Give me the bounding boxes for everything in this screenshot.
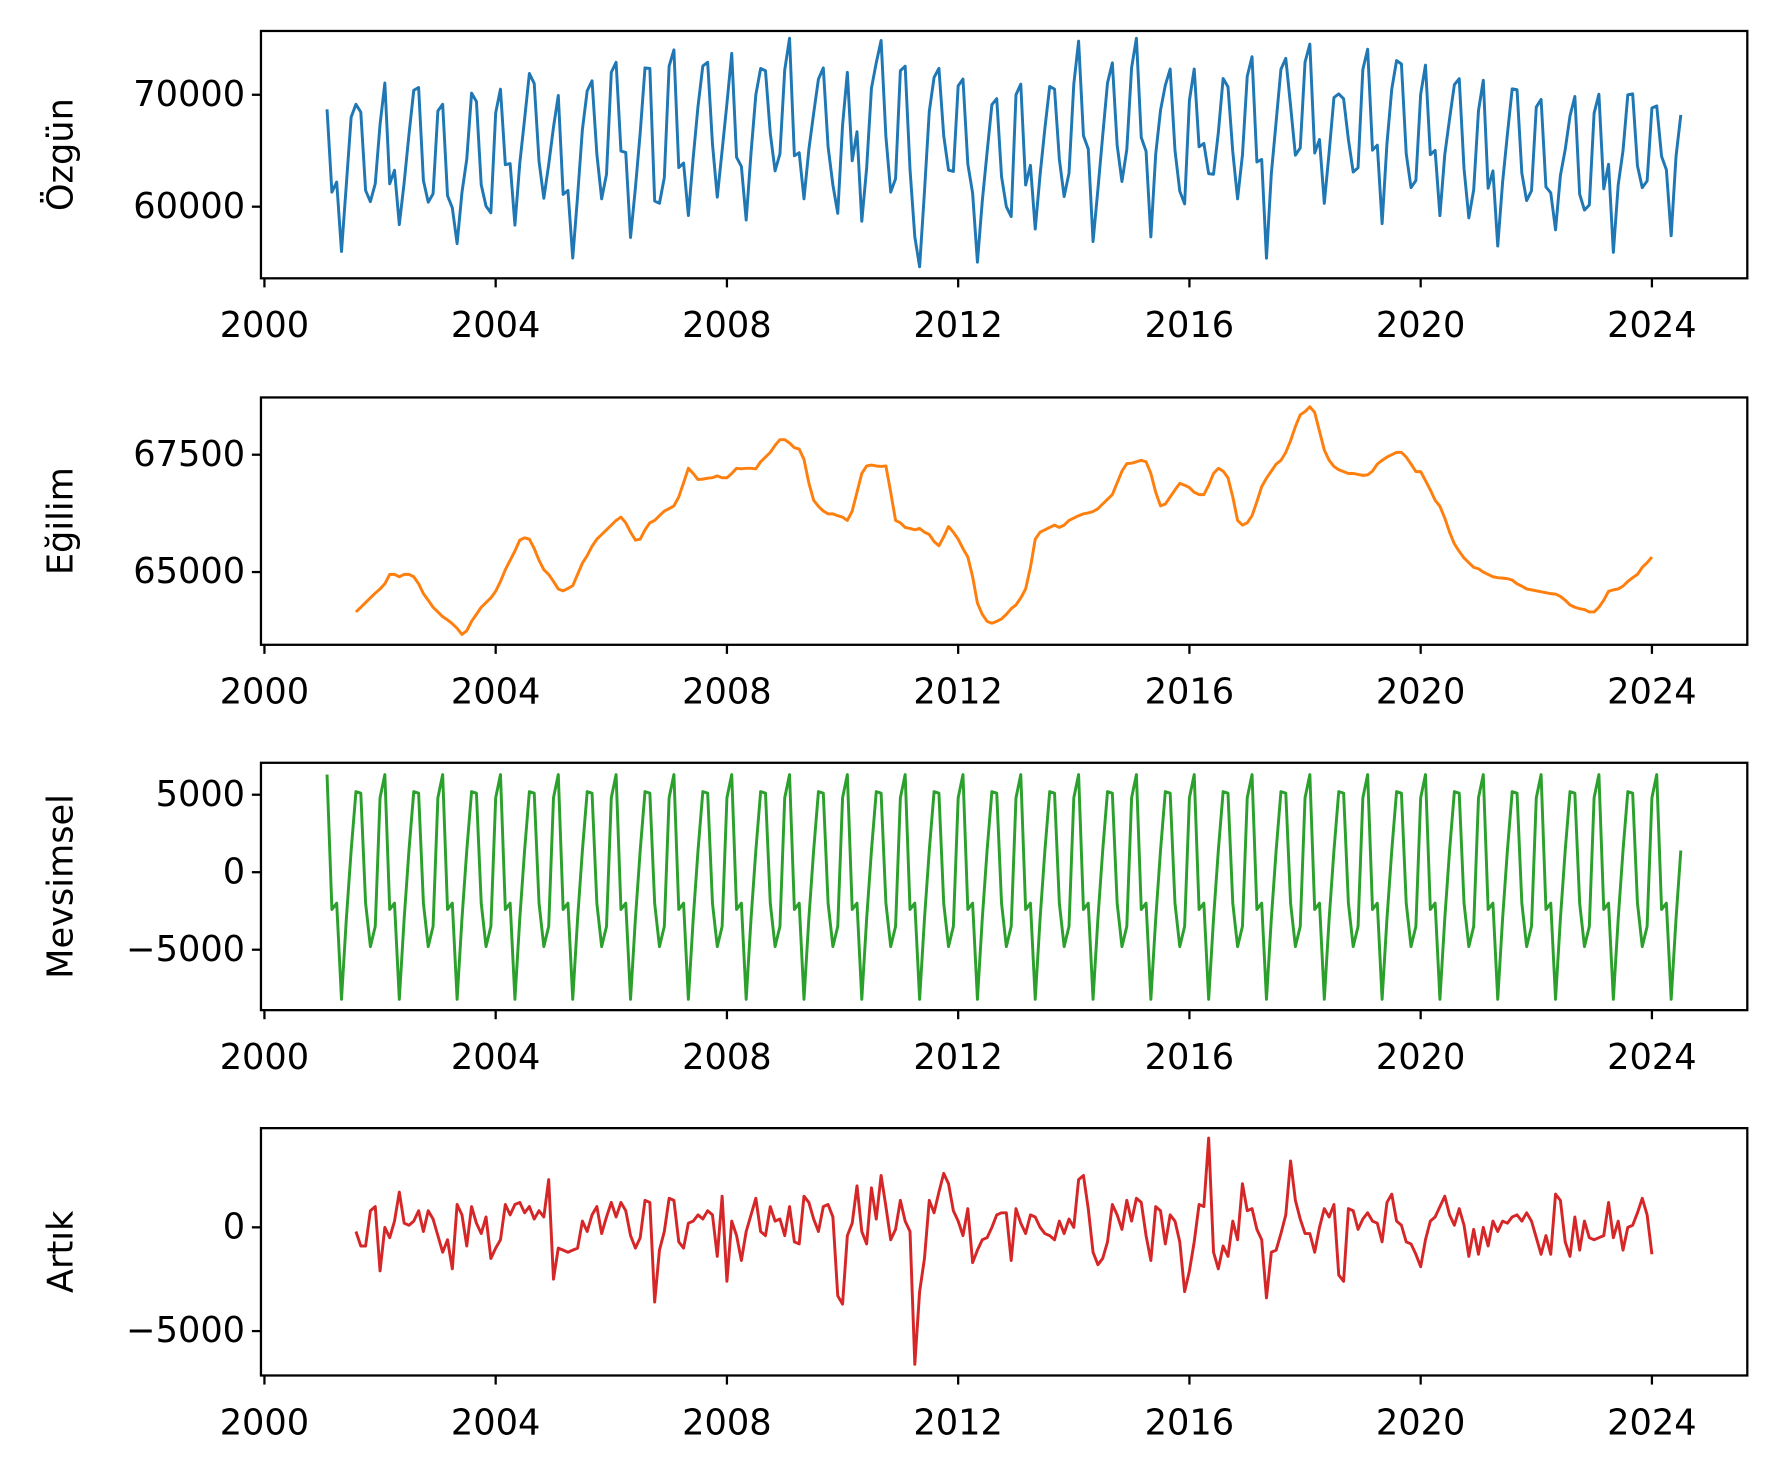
- x-tick-label: 2012: [913, 1402, 1002, 1443]
- x-tick-label: 2004: [451, 672, 540, 713]
- plot-area: [354, 405, 1654, 636]
- x-tick-label: 2016: [1145, 1402, 1234, 1443]
- x-tick-label: 2000: [220, 1037, 309, 1078]
- x-tick-label: 2008: [682, 1402, 771, 1443]
- x-tick-label: 2016: [1145, 305, 1234, 346]
- y-tick-label: 70000: [133, 74, 245, 115]
- x-tick-label: 2020: [1376, 305, 1465, 346]
- x-tick-label: 2012: [913, 1037, 1002, 1078]
- y-tick-label: 0: [223, 851, 245, 892]
- x-tick-label: 2024: [1607, 1037, 1696, 1078]
- subplot: 2000 2004 2008 2012 2016 2020 2024 −5000 0 5000 Me…: [40, 761, 1749, 1078]
- axes-frame: [259, 1127, 1749, 1377]
- x-tick-label: 2012: [913, 672, 1002, 713]
- subplot: 2000 2004 2008 2012 2016 2020 2024 −5000 0 Artık: [40, 1127, 1749, 1443]
- x-tick-label: 2008: [682, 305, 771, 346]
- plot-area: [325, 36, 1683, 269]
- x-tick-label: 2020: [1376, 1402, 1465, 1443]
- x-tick-label: 2016: [1145, 672, 1234, 713]
- axes-frame: [259, 29, 1749, 280]
- x-tick-label: 2016: [1145, 1037, 1234, 1078]
- x-tick-label: 2024: [1607, 1402, 1696, 1443]
- x-tick-label: 2004: [451, 1402, 540, 1443]
- subplot: 2000 2004 2008 2012 2016 2020 2024 65000 67500 Eğ…: [40, 396, 1749, 713]
- x-tick-label: 2024: [1607, 305, 1696, 346]
- series-line: [354, 405, 1654, 636]
- x-tick-label: 2000: [220, 672, 309, 713]
- series-line: [325, 773, 1683, 1001]
- y-tick-label: 0: [223, 1206, 245, 1247]
- y-axis-label: Özgün: [39, 98, 81, 211]
- y-axis-label: Mevsimsel: [40, 794, 81, 979]
- y-tick-label: −5000: [126, 1310, 245, 1351]
- x-tick-label: 2004: [451, 305, 540, 346]
- series-line: [325, 36, 1683, 269]
- x-tick-label: 2020: [1376, 1037, 1465, 1078]
- x-tick-label: 2020: [1376, 672, 1465, 713]
- y-tick-label: 5000: [156, 774, 245, 815]
- y-axis-label: Eğilim: [40, 467, 81, 575]
- subplot: 2000 2004 2008 2012 2016 2020 2024 60000 70000 Öz…: [39, 29, 1749, 346]
- axes-frame: [259, 761, 1749, 1012]
- series-line: [354, 1136, 1654, 1366]
- y-tick-label: −5000: [126, 929, 245, 970]
- plot-area: [325, 773, 1683, 1001]
- x-tick-label: 2008: [682, 672, 771, 713]
- x-tick-label: 2012: [913, 305, 1002, 346]
- y-tick-label: 65000: [133, 551, 245, 592]
- y-tick-label: 60000: [133, 186, 245, 227]
- x-tick-label: 2004: [451, 1037, 540, 1078]
- plot-area: [354, 1136, 1654, 1366]
- x-tick-label: 2000: [220, 305, 309, 346]
- x-tick-label: 2024: [1607, 672, 1696, 713]
- y-tick-label: 67500: [133, 434, 245, 475]
- x-tick-label: 2008: [682, 1037, 771, 1078]
- y-axis-label: Artık: [40, 1210, 81, 1293]
- axes-frame: [259, 396, 1749, 646]
- x-tick-label: 2000: [220, 1402, 309, 1443]
